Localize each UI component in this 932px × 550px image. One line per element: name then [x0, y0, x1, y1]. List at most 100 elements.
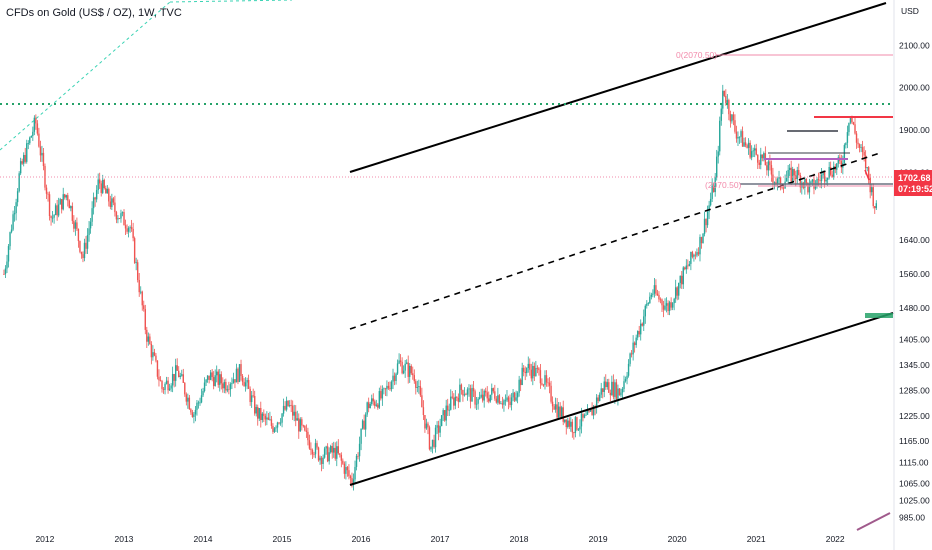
candle-body [16, 191, 19, 203]
fib-label-bottom: (2070.50) [705, 180, 742, 190]
candle-body [85, 242, 87, 249]
candle-body [749, 142, 751, 158]
candle-body [97, 179, 99, 191]
candle-body [44, 166, 46, 188]
y-tick-label: 1165.00 [899, 436, 929, 446]
candle-body [389, 388, 391, 390]
candle-body [153, 352, 156, 356]
x-axis[interactable]: 2012 2013 2014 2015 2016 2017 2018 2019 2020 2021… [35, 534, 844, 544]
candle-body [614, 382, 616, 397]
candle-body [32, 131, 34, 137]
candle-body [257, 407, 259, 419]
y-axis[interactable]: 2100.002000.001900.001800.001640.001560.… [899, 40, 930, 522]
candle-body [35, 117, 37, 124]
candle-body [808, 183, 811, 193]
candle-body [293, 411, 295, 416]
candle-body [836, 163, 838, 170]
candle-body [301, 419, 303, 426]
candle-body [174, 365, 177, 381]
candle-body [738, 136, 741, 138]
candle-body [629, 353, 631, 364]
candle-body [123, 212, 125, 226]
x-tick-label: 2018 [510, 534, 529, 544]
candle-body [770, 165, 773, 175]
candle-body [412, 373, 414, 376]
candle-body [527, 363, 529, 369]
candle-body [750, 151, 753, 158]
candle-body [214, 375, 216, 387]
candle-body [523, 367, 525, 372]
candle-body [288, 405, 291, 406]
candle-body [200, 395, 203, 403]
candle-body [497, 395, 499, 403]
candle-body [409, 365, 411, 377]
candle-body [343, 463, 346, 474]
candle-body [399, 360, 402, 362]
candle-body [158, 376, 160, 381]
candle-body [564, 419, 566, 422]
candle-body [556, 404, 558, 418]
candle-body [419, 386, 422, 396]
candle-body [188, 397, 191, 410]
candle-body [98, 179, 101, 184]
chart-title: CFDs on Gold (US$ / OZ), 1W, TVC [6, 7, 182, 19]
candle-body [185, 394, 188, 402]
candle-body [635, 337, 637, 346]
candle-body [358, 443, 361, 457]
candle-body [817, 179, 820, 181]
candle-body [13, 213, 16, 215]
candle-body [260, 408, 262, 420]
candle-body [684, 267, 686, 270]
candle-body [222, 383, 224, 389]
candle-body [767, 161, 770, 171]
candle-body [536, 367, 539, 369]
candle-body [668, 302, 671, 311]
candle-body [425, 423, 428, 429]
candle-body [355, 455, 358, 467]
candle-body [127, 228, 130, 232]
candle-body [544, 375, 546, 385]
candle-body [570, 421, 572, 427]
candle-body [94, 197, 96, 200]
candle-body [598, 394, 601, 401]
candle-body [460, 384, 463, 391]
candle-body [53, 215, 55, 218]
candle-body [743, 142, 745, 147]
candle-body [111, 198, 113, 207]
candle-body [33, 117, 36, 132]
candle-body [810, 181, 812, 184]
candle-body [402, 370, 405, 374]
candle-body [509, 401, 511, 406]
candle-body [875, 203, 877, 209]
candle-body [861, 147, 864, 152]
candle-body [579, 426, 581, 430]
last-price: 1702.68 [898, 173, 931, 183]
candle-body [255, 407, 257, 414]
candle-body [79, 241, 81, 252]
candle-body [872, 187, 874, 207]
candle-body [676, 287, 678, 296]
candle-body [763, 153, 765, 159]
candle-body [88, 228, 90, 236]
candle-body [264, 415, 267, 420]
candle-body [38, 133, 40, 147]
candle-body [501, 403, 504, 405]
candle-body [342, 460, 344, 464]
candle-body [758, 162, 760, 165]
candle-body [50, 216, 52, 219]
candle-body [254, 395, 256, 414]
candle-body [65, 195, 67, 198]
candle-body [381, 388, 384, 399]
candle-body [649, 296, 651, 304]
drawings[interactable] [0, 0, 894, 531]
candle-body [416, 387, 419, 388]
candle-body [491, 388, 493, 395]
candle-body [475, 403, 478, 405]
candle-body [339, 453, 341, 455]
candle-body [155, 355, 157, 361]
candle-body [176, 365, 178, 371]
candle-body [801, 182, 803, 188]
candle-body [337, 446, 339, 454]
candle-body [465, 394, 467, 396]
